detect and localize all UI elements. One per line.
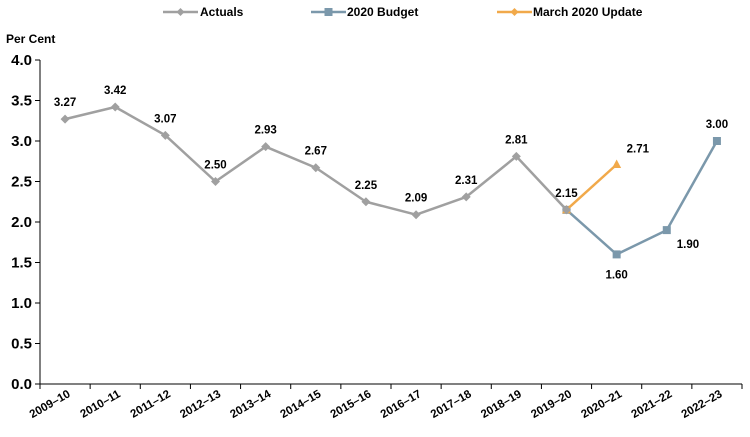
series-layer (60, 102, 721, 259)
y-tick-label: 3.0 (11, 133, 32, 150)
legend-label-actuals: Actuals (200, 5, 244, 19)
data-label: 1.90 (677, 239, 699, 251)
data-label: 1.60 (605, 269, 627, 281)
x-axis: 2009–10 2010–11 2011–12 2012–13 2013–14 2014–… (28, 383, 743, 421)
data-point-diamond (461, 192, 471, 202)
data-label-layer: 1.60 1.90 3.00 2.71 3.27 3.42 3.07 2.50 2.93 2.67… (54, 85, 728, 281)
x-tick-label: 2021–22 (630, 388, 675, 421)
series-line (565, 140, 719, 256)
legend-marker-square (324, 8, 333, 16)
x-tick-label: 2019–20 (529, 388, 574, 421)
data-label: 2.50 (204, 160, 226, 172)
data-point-diamond (511, 151, 521, 161)
x-tick-label: 2010–11 (78, 388, 123, 421)
data-label: 2.71 (627, 143, 650, 155)
x-tick-label: 2009–10 (28, 388, 73, 421)
x-tick-label: 2018–19 (479, 388, 524, 421)
y-tick-label: 1.5 (11, 255, 32, 272)
legend-item-2020-budget: 2020 Budget (311, 5, 418, 19)
data-point-diamond (361, 197, 371, 207)
data-label: 2.67 (305, 146, 327, 158)
x-tick-label: 2015–16 (329, 388, 374, 421)
y-tick-label: 0.0 (11, 376, 32, 393)
data-point-diamond (311, 163, 321, 173)
legend-item-actuals: Actuals (163, 5, 244, 19)
data-point-diamond (160, 130, 170, 140)
data-label: 2.93 (254, 125, 276, 137)
x-tick-label: 2016–17 (379, 388, 424, 421)
data-label: 2.09 (405, 193, 427, 205)
series-actuals (60, 102, 571, 220)
data-label: 3.42 (104, 85, 126, 97)
x-tick-label: 2017–18 (429, 388, 474, 421)
data-point-square (712, 137, 721, 145)
x-tick-label: 2020–21 (579, 388, 624, 421)
data-point-diamond (60, 114, 70, 124)
data-label: 2.15 (555, 188, 578, 200)
x-tick-label: 2011–12 (129, 388, 173, 420)
x-tick-label: 2012–13 (178, 388, 223, 421)
y-tick-label: 3.5 (11, 93, 32, 110)
data-label: 2.81 (505, 134, 528, 146)
data-point-diamond (261, 142, 271, 152)
series-line (565, 163, 618, 211)
y-tick-label: 2.5 (11, 174, 32, 191)
y-axis: 0.0 0.5 1.0 1.5 2.0 2.5 3.0 3.5 4.0 (11, 52, 41, 393)
legend-item-march-2020-update: March 2020 Update (497, 5, 643, 19)
x-tick-label: 2014–15 (279, 388, 324, 421)
legend: Actuals 2020 Budget March 2020 Update (163, 5, 643, 19)
data-point-diamond (411, 210, 421, 220)
data-label: 3.00 (706, 119, 728, 131)
series-line (64, 105, 568, 216)
data-point-square (612, 250, 621, 259)
data-label: 2.31 (455, 175, 478, 187)
data-point-diamond (110, 102, 120, 112)
data-point-diamond (562, 205, 571, 215)
data-label: 3.27 (54, 97, 76, 109)
y-axis-title: Per Cent (6, 32, 55, 46)
legend-label-march-2020-update: March 2020 Update (533, 5, 643, 19)
legend-marker-triangle (510, 8, 519, 16)
data-point-diamond (211, 177, 220, 186)
data-label: 3.07 (154, 113, 176, 125)
data-point-triangle (612, 159, 622, 168)
y-tick-label: 0.5 (11, 336, 32, 353)
x-tick-label: 2013–14 (228, 388, 273, 421)
y-tick-label: 4.0 (11, 52, 32, 69)
legend-marker-diamond (176, 8, 185, 16)
x-tick-label: 2022–23 (680, 388, 725, 421)
data-point-square (662, 226, 671, 235)
data-label: 2.25 (355, 180, 378, 192)
series-march-2020-update (562, 159, 622, 214)
y-tick-label: 2.0 (11, 214, 32, 231)
y-tick-label: 1.0 (11, 295, 32, 312)
legend-label-2020-budget: 2020 Budget (347, 5, 418, 19)
